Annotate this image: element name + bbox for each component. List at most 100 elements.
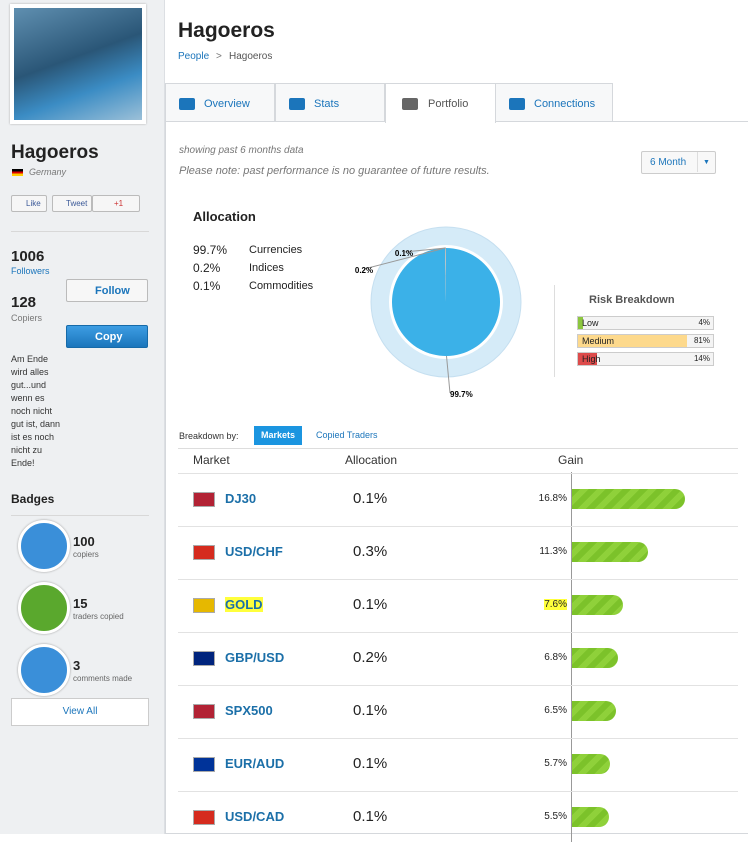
badge-label: copiers (73, 550, 99, 559)
copiers-count: 128 (11, 294, 36, 311)
market-name[interactable]: SPX500 (225, 703, 273, 718)
breadcrumb-separator: > (216, 51, 222, 62)
tweet-button[interactable]: Tweet (52, 195, 92, 212)
row-divider (178, 791, 738, 792)
risk-name: Medium (582, 336, 614, 346)
breakdown-option[interactable]: Copied Traders (314, 426, 380, 445)
breadcrumb-link[interactable]: People (178, 51, 209, 62)
flag (12, 169, 23, 176)
row-divider (178, 632, 738, 633)
row-divider (178, 738, 738, 739)
divider (178, 448, 738, 449)
market-name[interactable]: USD/CHF (225, 544, 283, 559)
tab-icon (179, 98, 195, 110)
market-name[interactable]: GBP/USD (225, 650, 284, 665)
risk-name: Low (582, 318, 599, 328)
gain-label: 11.3% (539, 546, 567, 557)
market-name[interactable]: EUR/AUD (225, 756, 284, 771)
allocation-value: 0.2% (193, 261, 220, 275)
pie-label: 0.2% (355, 266, 373, 275)
gain-label: 5.7% (544, 758, 567, 769)
risk-track: High 14% (577, 352, 714, 366)
allocation-name: Indices (249, 262, 284, 274)
followers-count: 1006 (11, 248, 44, 265)
portfolio-panel: showing past 6 months data Please note: … (165, 121, 748, 834)
allocation-name: Currencies (249, 244, 302, 256)
gain-label: 16.8% (539, 493, 567, 504)
gain-label: 6.8% (544, 652, 567, 663)
column-header: Market (193, 453, 230, 467)
view-all-button[interactable]: View All (11, 698, 149, 726)
tab[interactable]: Overview (165, 83, 275, 121)
copiers-label: Copiers (11, 313, 42, 323)
bio: Am Ende wird alles gut...und wenn es noc… (11, 353, 63, 470)
breakdown-option[interactable]: Markets (254, 426, 302, 445)
market-name[interactable]: DJ30 (225, 491, 256, 506)
risk-name: High (582, 354, 601, 364)
risk-track: Medium 81% (577, 334, 714, 348)
gain-label: 7.6% (544, 599, 567, 610)
market-flag (193, 545, 215, 560)
allocation-value: 0.1% (193, 279, 220, 293)
market-flag (193, 757, 215, 772)
copy-button[interactable]: Copy (66, 325, 148, 348)
allocation-cell: 0.1% (353, 702, 387, 719)
row-divider (178, 685, 738, 686)
badge-icon (18, 644, 70, 696)
row-divider (178, 526, 738, 527)
risk-value: 81% (694, 336, 710, 345)
main: Hagoeros People > Hagoeros showing past … (165, 0, 748, 834)
divider (554, 285, 555, 377)
gain-label: 5.5% (544, 811, 567, 822)
row-divider (178, 473, 738, 474)
allocation-cell: 0.1% (353, 596, 387, 613)
pie-label: 99.7% (450, 390, 473, 397)
breakdown-label: Breakdown by: (179, 431, 239, 441)
gain-bar (572, 754, 610, 774)
allocation-cell: 0.2% (353, 649, 387, 666)
market-flag (193, 704, 215, 719)
badge-label: traders copied (73, 612, 124, 621)
page-title: Hagoeros (178, 19, 275, 43)
badge-label: comments made (73, 674, 132, 683)
tab[interactable]: Stats (275, 83, 385, 121)
risk-value: 14% (694, 354, 710, 363)
breadcrumb-current: Hagoeros (229, 51, 272, 62)
market-name[interactable]: GOLD (225, 597, 263, 612)
followers-label[interactable]: Followers (11, 266, 50, 276)
market-name[interactable]: USD/CAD (225, 809, 284, 824)
allocation-value: 99.7% (193, 243, 227, 257)
risk-title: Risk Breakdown (589, 294, 675, 306)
dropdown-arrow[interactable]: ▼ (703, 159, 710, 166)
column-header: Gain (558, 453, 583, 467)
badge-count: 15 (73, 596, 87, 611)
avatar (10, 4, 146, 124)
like-button[interactable]: Like (11, 195, 47, 212)
allocation-title: Allocation (193, 209, 256, 224)
tab[interactable]: Portfolio (385, 83, 496, 123)
badge-count: 100 (73, 534, 95, 549)
pie-label: 0.1% (395, 249, 413, 258)
allocation-cell: 0.3% (353, 543, 387, 560)
allocation-pie: 99.7% 0.2% 0.1% (336, 207, 566, 397)
sidebar: Hagoeros Germany Like Tweet +1 1006 Foll… (0, 0, 165, 834)
follow-button[interactable]: Follow (66, 279, 148, 302)
market-flag (193, 651, 215, 666)
allocation-cell: 0.1% (353, 490, 387, 507)
country: Germany (29, 167, 66, 177)
row-divider (178, 579, 738, 580)
badge-icon (18, 520, 70, 572)
dropdown-divider (697, 152, 698, 172)
plusone-button[interactable]: +1 (92, 195, 140, 212)
badges-title: Badges (11, 492, 54, 506)
gain-label: 6.5% (544, 705, 567, 716)
allocation-name: Commodities (249, 280, 313, 292)
gain-bar (572, 701, 616, 721)
market-flag (193, 598, 215, 613)
tab[interactable]: Connections (495, 83, 613, 121)
profile-name: Hagoeros (11, 142, 99, 164)
note: showing past 6 months data (179, 145, 304, 156)
allocation-cell: 0.1% (353, 808, 387, 825)
risk-value: 4% (698, 318, 710, 327)
